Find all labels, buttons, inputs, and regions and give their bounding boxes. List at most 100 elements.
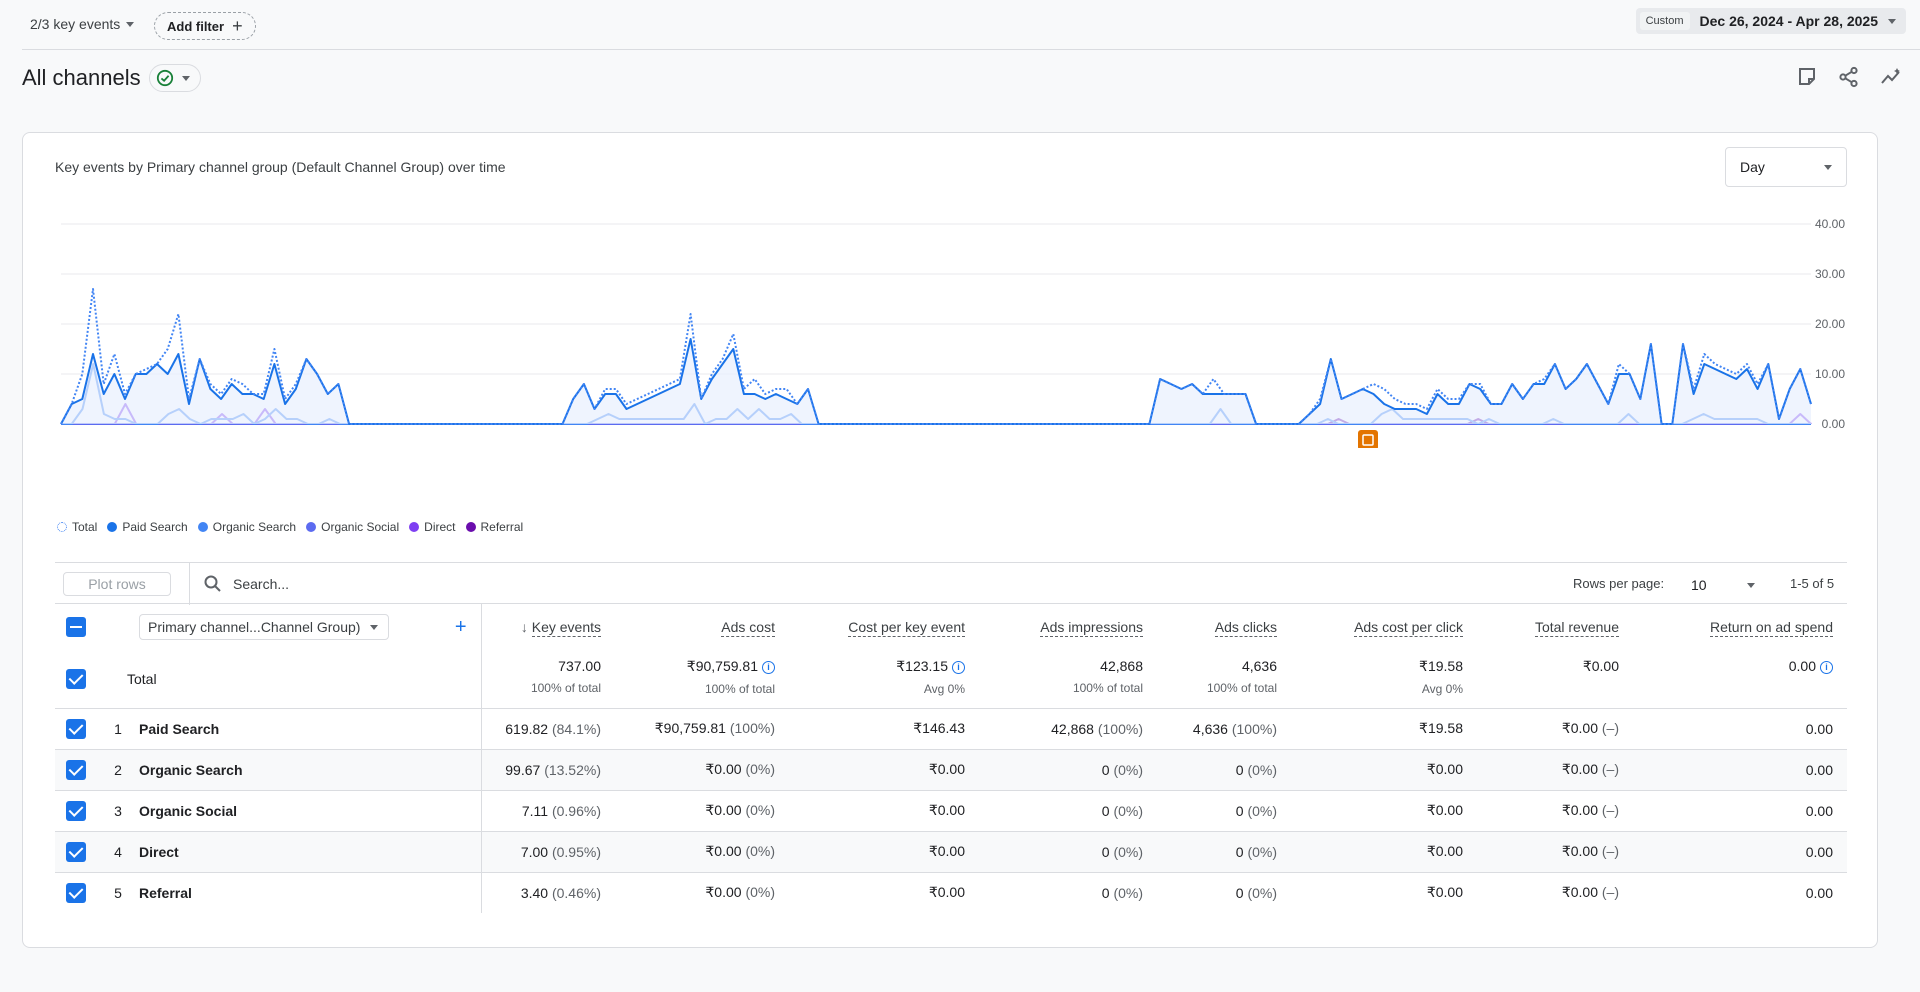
rows-per-page-value: 10 (1691, 577, 1707, 593)
dimension-select[interactable]: Primary channel...Channel Group) (139, 614, 390, 640)
annotate-icon[interactable] (1796, 66, 1818, 88)
granularity-select[interactable]: Day (1725, 147, 1847, 187)
row-metric-cell: 0 (0%) (979, 748, 1157, 790)
row-metric-cell: 7.00 (0.95%) (481, 830, 615, 872)
add-dimension-button[interactable]: + (454, 615, 467, 638)
pagination-info: 1-5 of 5 (1790, 576, 1835, 591)
filter-bar: 2/3 key events Add filter + Custom Dec 2… (0, 0, 1920, 50)
search-input[interactable] (233, 571, 633, 597)
row-metric-cell: ₹0.00 (789, 748, 979, 790)
row-metric-cell: 0 (0%) (979, 830, 1157, 872)
dimension-label: Primary channel...Channel Group) (148, 619, 361, 635)
search-icon (204, 575, 221, 592)
table-row[interactable]: 1 Paid Search 619.82 (84.1%) ₹90,759.81 (10… (55, 707, 1847, 749)
key-events-label: 2/3 key events (30, 16, 121, 32)
row-metric-cell: 0 (0%) (1157, 830, 1291, 872)
row-metric-cell: ₹0.00 (–) (1477, 830, 1633, 872)
date-range-picker[interactable]: Custom Dec 26, 2024 - Apr 28, 2025 (1635, 8, 1906, 34)
row-channel-name: Organic Social (139, 789, 482, 831)
rows-per-page-label: Rows per page: (1573, 576, 1665, 591)
row-metric-cell: 0.00 (1633, 871, 1847, 913)
row-metric-cell: ₹0.00 (0%) (615, 871, 789, 913)
add-filter-button[interactable]: Add filter + (154, 12, 256, 40)
row-metric-cell: 0.00 (1633, 748, 1847, 790)
rows-per-page-select[interactable]: 10 (1691, 573, 1755, 597)
row-channel-name: Referral (139, 871, 482, 913)
col-ads-clicks[interactable]: Ads clicks (1214, 619, 1277, 637)
table-row[interactable]: 3 Organic Social 7.11 (0.96%) ₹0.00 (0%) ₹0.… (55, 789, 1847, 831)
legend-label: Total (72, 520, 98, 534)
legend-item[interactable]: Organic Social (306, 520, 399, 534)
row-index: 2 (97, 748, 139, 790)
total-ads-cost: ₹90,759.81 i 100% of total (686, 658, 775, 696)
row-metric-cell: 0 (0%) (979, 789, 1157, 831)
row-metric-cell: 4,636 (100%) (1157, 707, 1291, 749)
row-metric-cell: ₹90,759.81 (100%) (615, 707, 789, 749)
row-metric-cell: ₹0.00 (0%) (615, 748, 789, 790)
row-index: 3 (97, 789, 139, 831)
page-title: All channels (22, 65, 141, 90)
info-icon[interactable]: i (762, 660, 775, 674)
data-table: Primary channel...Channel Group) + ↓ Key… (55, 604, 1847, 913)
insights-icon[interactable] (1880, 66, 1902, 88)
row-metric-cell: ₹146.43 (789, 707, 979, 749)
row-metric-cell: ₹19.58 (1291, 707, 1477, 749)
key-events-dropdown[interactable]: 2/3 key events (30, 16, 135, 32)
row-metric-cell: ₹0.00 (0%) (615, 830, 789, 872)
plot-rows-button[interactable]: Plot rows (63, 572, 171, 596)
row-metric-cell: 0 (0%) (1157, 748, 1291, 790)
info-icon[interactable]: i (952, 660, 965, 674)
chevron-down-icon (1747, 582, 1755, 588)
legend-item[interactable]: Referral (465, 520, 524, 534)
share-icon[interactable] (1838, 66, 1860, 88)
col-ads-impressions[interactable]: Ads impressions (1040, 619, 1143, 637)
row-checkbox[interactable] (66, 841, 86, 862)
legend-label: Direct (424, 520, 456, 534)
row-checkbox[interactable] (66, 800, 86, 821)
y-tick-label: 10.00 (1815, 367, 1845, 381)
legend-item[interactable]: Organic Search (197, 520, 296, 534)
table-header-row: Primary channel...Channel Group) + ↓ Key… (55, 604, 1847, 650)
total-roas: 0.00 i (1633, 650, 1847, 708)
select-all-checkbox[interactable] (66, 617, 86, 637)
title-actions (1796, 66, 1902, 88)
row-checkbox[interactable] (66, 759, 86, 780)
col-ads-cost[interactable]: Ads cost (721, 619, 775, 637)
total-checkbox[interactable] (66, 668, 86, 689)
row-channel-name: Paid Search (139, 707, 482, 749)
table-row[interactable]: 4 Direct 7.00 (0.95%) ₹0.00 (0%) ₹0.00 0 (0%)… (55, 830, 1847, 872)
legend-item[interactable]: Total (57, 520, 97, 534)
col-total-revenue[interactable]: Total revenue (1534, 619, 1619, 637)
row-checkbox[interactable] (66, 882, 86, 903)
dimension-header: Primary channel...Channel Group) + (97, 604, 482, 650)
row-checkbox-cell (55, 871, 97, 913)
granularity-value: Day (1740, 159, 1765, 175)
legend-dot-icon (306, 522, 317, 532)
row-checkbox-cell (55, 789, 97, 831)
legend-dot-icon (197, 522, 208, 532)
legend-label: Referral (480, 520, 524, 534)
col-cost-per-key-event[interactable]: Cost per key event (848, 619, 965, 637)
legend-item[interactable]: Paid Search (107, 520, 188, 534)
col-return-on-ad-spend[interactable]: Return on ad spend (1710, 619, 1833, 637)
col-ads-cost-per-click[interactable]: Ads cost per click (1354, 619, 1463, 637)
y-tick-label: 30.00 (1815, 267, 1845, 281)
legend-label: Organic Social (321, 520, 400, 534)
chevron-down-icon (181, 75, 190, 81)
row-checkbox[interactable] (66, 718, 86, 739)
annotation-marker-glyph (1362, 434, 1374, 446)
info-icon[interactable]: i (1820, 660, 1833, 674)
chart-legend: Total Paid Search Organic Search Organic So… (57, 520, 523, 534)
divider (189, 563, 190, 605)
status-dropdown[interactable] (148, 64, 201, 92)
legend-item[interactable]: Direct (409, 520, 456, 534)
total-cost-per-key-event: ₹123.15 i Avg 0% (896, 658, 965, 696)
chevron-down-icon (1824, 164, 1832, 170)
table-row[interactable]: 2 Organic Search 99.67 (13.52%) ₹0.00 (0%) ₹… (55, 748, 1847, 790)
table-row[interactable]: 5 Referral 3.40 (0.46%) ₹0.00 (0%) ₹0.00 0 (0… (55, 871, 1847, 913)
row-metric-cell: ₹0.00 (–) (1477, 789, 1633, 831)
paid-search-area (61, 339, 1811, 424)
row-metric-cell: ₹0.00 (–) (1477, 748, 1633, 790)
row-metric-cell: 0 (0%) (979, 871, 1157, 913)
col-key-events[interactable]: ↓ Key events (520, 619, 601, 637)
